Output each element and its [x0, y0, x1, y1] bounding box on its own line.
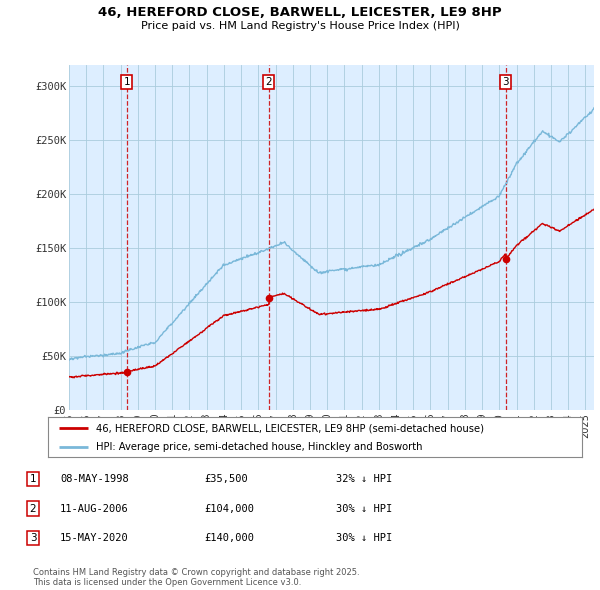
Text: 11-AUG-2006: 11-AUG-2006: [60, 504, 129, 513]
Text: HPI: Average price, semi-detached house, Hinckley and Bosworth: HPI: Average price, semi-detached house,…: [96, 442, 422, 452]
Text: 46, HEREFORD CLOSE, BARWELL, LEICESTER, LE9 8HP: 46, HEREFORD CLOSE, BARWELL, LEICESTER, …: [98, 6, 502, 19]
Text: 32% ↓ HPI: 32% ↓ HPI: [336, 474, 392, 484]
Text: 1: 1: [29, 474, 37, 484]
Text: 08-MAY-1998: 08-MAY-1998: [60, 474, 129, 484]
Text: 3: 3: [502, 77, 509, 87]
Text: £35,500: £35,500: [204, 474, 248, 484]
Text: Price paid vs. HM Land Registry's House Price Index (HPI): Price paid vs. HM Land Registry's House …: [140, 21, 460, 31]
Text: 1: 1: [124, 77, 130, 87]
Text: 3: 3: [29, 533, 37, 543]
Text: 46, HEREFORD CLOSE, BARWELL, LEICESTER, LE9 8HP (semi-detached house): 46, HEREFORD CLOSE, BARWELL, LEICESTER, …: [96, 424, 484, 434]
Text: 30% ↓ HPI: 30% ↓ HPI: [336, 504, 392, 513]
Text: £104,000: £104,000: [204, 504, 254, 513]
Text: 30% ↓ HPI: 30% ↓ HPI: [336, 533, 392, 543]
Text: 2: 2: [29, 504, 37, 513]
Text: Contains HM Land Registry data © Crown copyright and database right 2025.
This d: Contains HM Land Registry data © Crown c…: [33, 568, 359, 587]
Text: £140,000: £140,000: [204, 533, 254, 543]
Text: 2: 2: [266, 77, 272, 87]
Text: 15-MAY-2020: 15-MAY-2020: [60, 533, 129, 543]
